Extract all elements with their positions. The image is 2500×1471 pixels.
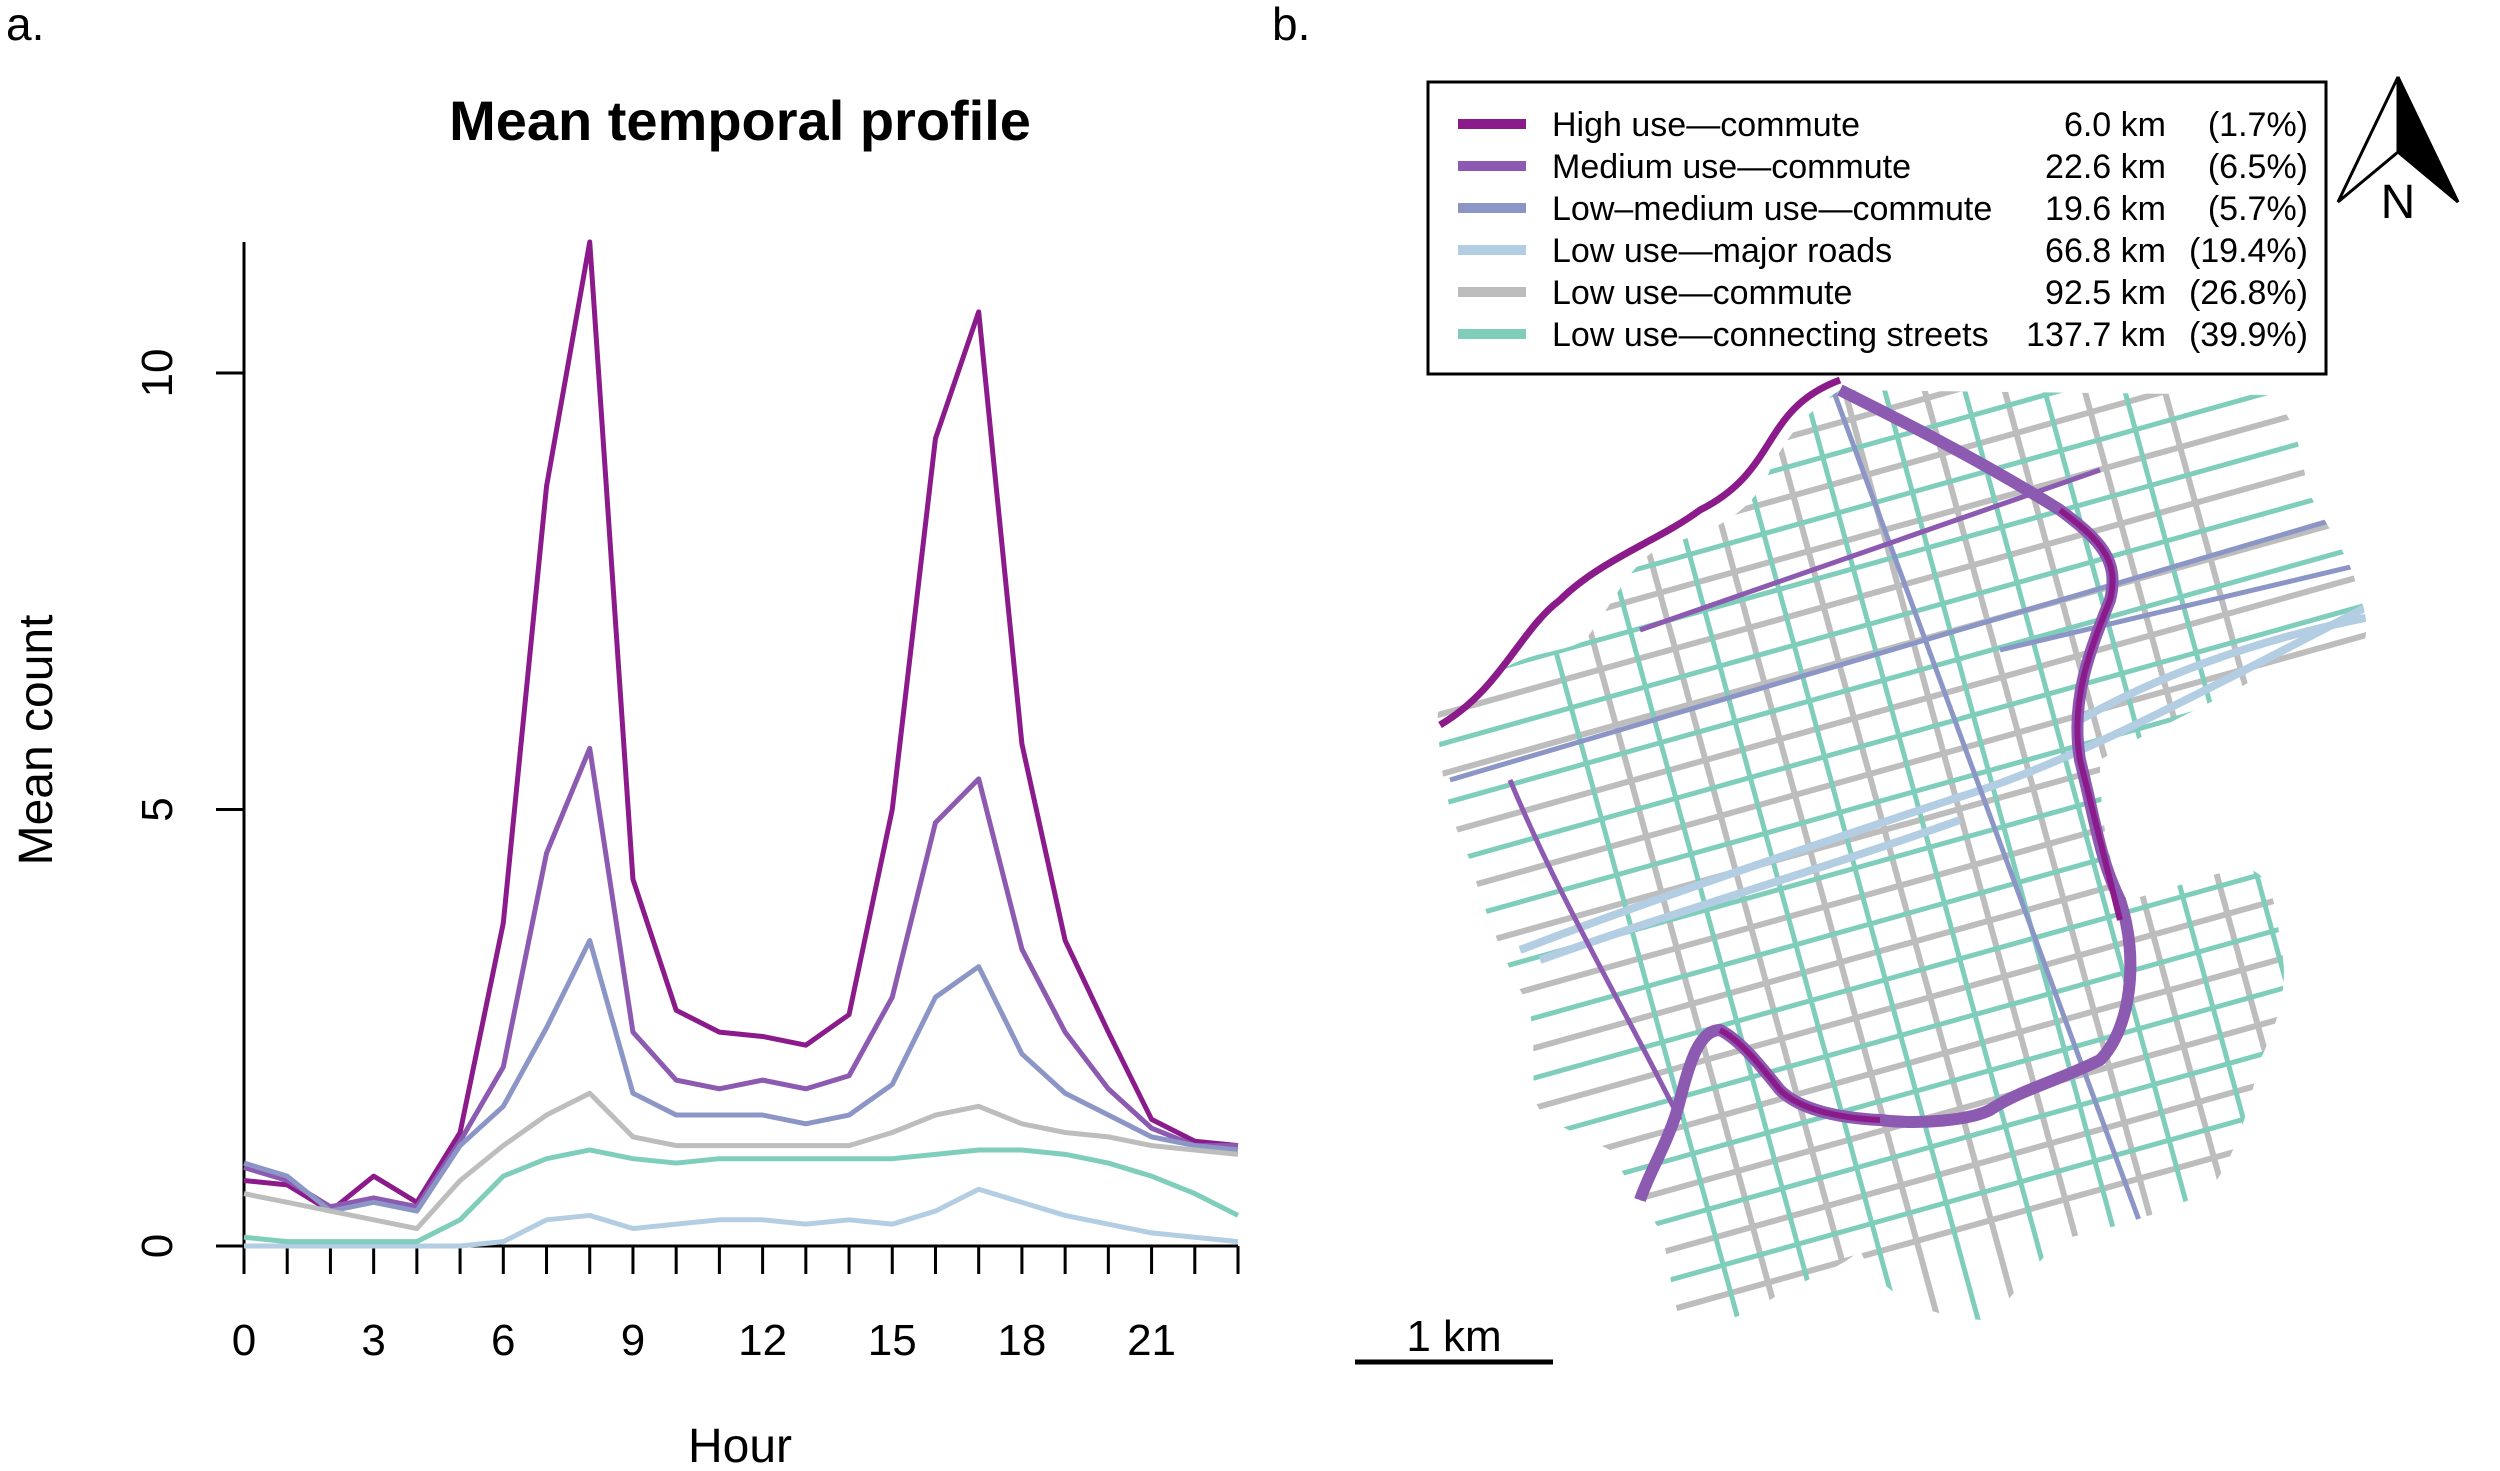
high-use-route-north (1438, 376, 1842, 729)
series-line (243, 937, 1239, 1214)
legend-length: 137.7 km (2026, 316, 2166, 354)
street-network (1437, 390, 2367, 1324)
panel-label-a: a. (6, 0, 44, 50)
legend-share: (6.5%) (2208, 148, 2308, 186)
route-map: High use—commute 6.0 km (1.7%) Medium use—c… (1355, 76, 2460, 1365)
legend-label: Low–medium use—commute (1552, 190, 1992, 228)
legend-rows: High use—commute 6.0 km (1.7%) Medium use—c… (1458, 106, 2308, 354)
x-tick-label: 18 (997, 1316, 1046, 1365)
x-tick-label: 3 (361, 1316, 385, 1365)
series-line (243, 745, 1238, 1210)
north-arrow-right-half (2396, 76, 2460, 204)
scale-bar-label: 1 km (1406, 1312, 1501, 1361)
legend-length: 6.0 km (2064, 106, 2166, 144)
series-lines (243, 239, 1240, 1249)
x-tick-label: 12 (738, 1316, 787, 1365)
north-label: N (2381, 176, 2416, 229)
medium-routes (1507, 467, 2101, 1122)
legend-label: Low use—connecting streets (1552, 316, 1989, 354)
major-roads (1518, 596, 2367, 964)
series-line (243, 239, 1239, 1214)
x-minor-ticks (242, 1246, 1240, 1274)
legend-share: (19.4%) (2189, 232, 2308, 270)
legend-length: 92.5 km (2045, 274, 2166, 312)
legend-share: (5.7%) (2208, 190, 2308, 228)
legend-share: (39.9%) (2189, 316, 2308, 354)
y-tick-label: 0 (133, 1234, 182, 1258)
y-axis-title: Mean count (10, 615, 63, 866)
legend-label: Low use—commute (1552, 274, 1852, 312)
x-tick-label: 9 (621, 1316, 645, 1365)
map-legend (1426, 80, 2328, 376)
series-line (244, 1186, 1239, 1249)
series-line (243, 1147, 1240, 1245)
high-use-route-south (1718, 1027, 1881, 1123)
legend-share: (1.7%) (2208, 106, 2308, 144)
x-ticks: 0 3 6 9 12 15 18 21 (232, 1316, 1176, 1365)
temporal-profile-chart: Mean temporal profile Hour Mean count 0 3… (10, 89, 1240, 1471)
y-ticks: 0 5 10 (133, 348, 244, 1258)
legend-length: 66.8 km (2045, 232, 2166, 270)
x-tick-label: 15 (868, 1316, 917, 1365)
series-line (243, 1090, 1239, 1232)
legend-length: 19.6 km (2045, 190, 2166, 228)
y-tick-label: 10 (133, 348, 182, 397)
panel-label-b: b. (1272, 0, 1310, 50)
high-use-route-river (2058, 507, 2123, 921)
x-axis-title: Hour (688, 1420, 792, 1471)
low-medium-routes (1449, 390, 2367, 1251)
y-tick-label: 5 (133, 797, 182, 821)
legend-share: (26.8%) (2189, 274, 2308, 312)
legend-label: Medium use—commute (1552, 148, 1911, 186)
legend-length: 22.6 km (2045, 148, 2166, 186)
x-tick-label: 6 (491, 1316, 515, 1365)
legend-label: Low use—major roads (1552, 232, 1892, 270)
legend-label: High use—commute (1552, 106, 1860, 144)
north-arrow: N (2336, 76, 2460, 229)
x-tick-label: 21 (1127, 1316, 1176, 1365)
chart-title: Mean temporal profile (449, 89, 1031, 152)
x-tick-label: 0 (232, 1316, 256, 1365)
